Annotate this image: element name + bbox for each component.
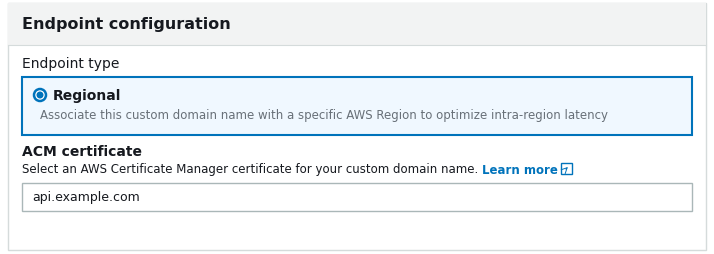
Bar bbox=[22, 78, 692, 135]
Text: Endpoint type: Endpoint type bbox=[22, 57, 119, 71]
Text: Associate this custom domain name with a specific AWS Region to optimize intra-r: Associate this custom domain name with a… bbox=[40, 108, 608, 121]
Text: Endpoint configuration: Endpoint configuration bbox=[22, 18, 231, 32]
Bar bbox=[561, 163, 572, 174]
Text: api.example.com: api.example.com bbox=[32, 191, 140, 204]
Text: Select an AWS Certificate Manager certificate for your custom domain name.: Select an AWS Certificate Manager certif… bbox=[22, 163, 482, 176]
Bar bbox=[8, 4, 706, 46]
Bar bbox=[22, 183, 692, 211]
Text: Regional: Regional bbox=[53, 89, 121, 103]
Text: Learn more: Learn more bbox=[482, 163, 558, 176]
Text: ACM certificate: ACM certificate bbox=[22, 145, 142, 158]
Ellipse shape bbox=[34, 90, 46, 102]
Ellipse shape bbox=[36, 92, 44, 99]
